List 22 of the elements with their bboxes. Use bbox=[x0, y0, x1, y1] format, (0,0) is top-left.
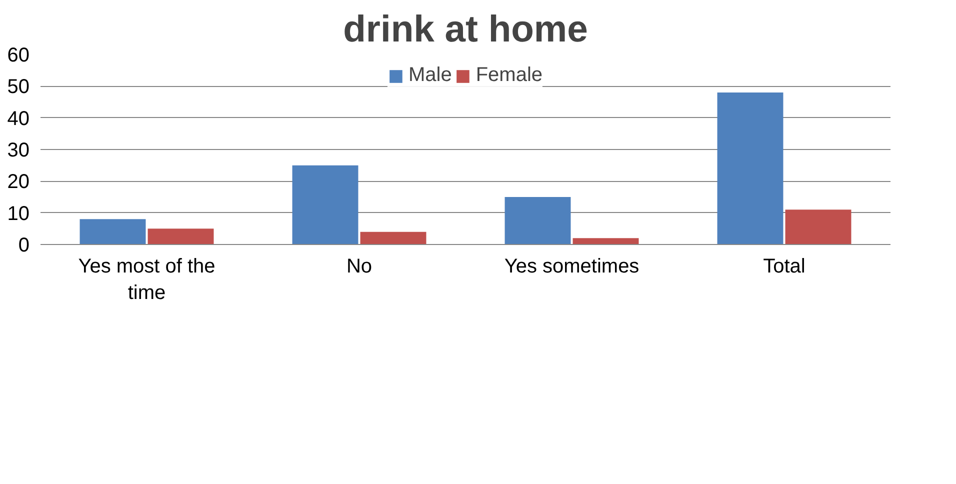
bar bbox=[292, 165, 358, 244]
x-tick-label: Total bbox=[763, 256, 806, 278]
x-tick-label: Yes sometimes bbox=[504, 256, 640, 278]
legend-label: Female bbox=[476, 64, 543, 87]
y-tick-label: 20 bbox=[7, 171, 30, 194]
x-tick-label: Yes most of the time bbox=[78, 256, 216, 304]
bar bbox=[717, 92, 784, 244]
bar bbox=[785, 210, 852, 244]
y-tick-label: 10 bbox=[7, 202, 30, 225]
y-tick-label: 60 bbox=[7, 44, 30, 66]
legend-label: Male bbox=[408, 64, 452, 87]
bar bbox=[148, 228, 214, 244]
bar bbox=[504, 197, 571, 244]
y-tick-label: 0 bbox=[18, 234, 30, 256]
y-tick-label: 50 bbox=[7, 76, 30, 98]
y-tick-label: 30 bbox=[7, 140, 30, 162]
bar bbox=[360, 232, 426, 244]
bar bbox=[572, 238, 639, 244]
chart-title: drink at home bbox=[343, 8, 588, 50]
x-tick-label: No bbox=[346, 256, 372, 278]
y-tick-label: 40 bbox=[7, 108, 30, 130]
bar bbox=[80, 219, 146, 244]
